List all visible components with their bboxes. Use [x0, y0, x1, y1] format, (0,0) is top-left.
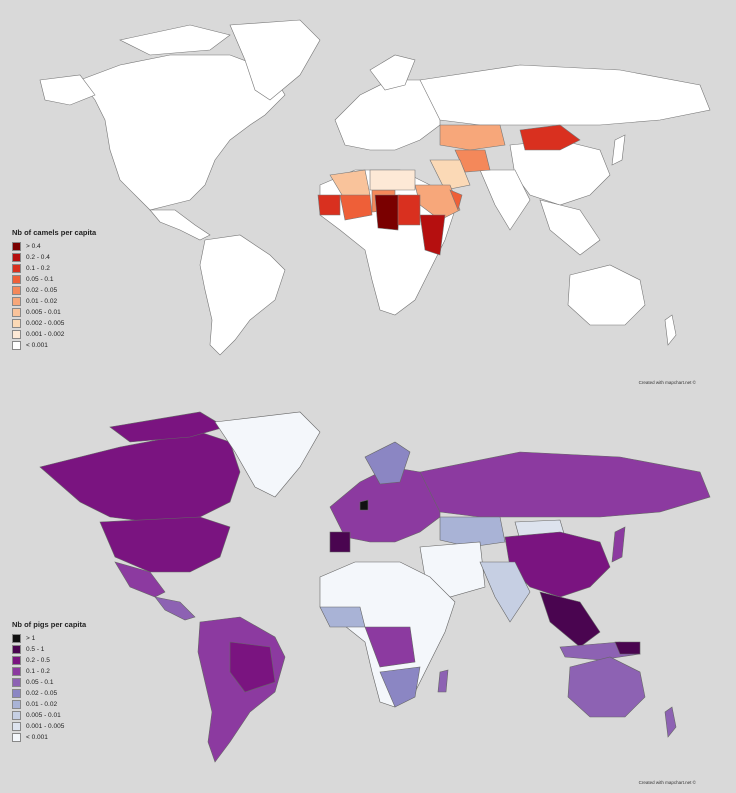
oman-region — [449, 189, 463, 211]
southeast-asia — [539, 591, 601, 648]
alaska — [39, 74, 96, 106]
legend-swatch — [12, 319, 21, 328]
russia — [419, 451, 711, 518]
legend-swatch — [12, 689, 21, 698]
camels-legend-title: Nb of camels per capita — [12, 228, 97, 237]
legend-swatch — [12, 286, 21, 295]
legend-item: 0.005 - 0.01 — [12, 307, 96, 318]
legend-swatch — [12, 700, 21, 709]
legend-swatch — [12, 308, 21, 317]
legend-swatch — [12, 253, 21, 262]
legend-item: 0.5 - 1 — [12, 644, 86, 655]
legend-item: 0.2 - 0.4 — [12, 252, 96, 263]
pigs-legend-title: Nb of pigs per capita — [12, 620, 87, 629]
pigs-world-map — [39, 411, 711, 763]
iran-region — [429, 159, 471, 191]
legend-swatch — [12, 297, 21, 306]
legend-item: < 0.001 — [12, 340, 96, 351]
mali-region — [339, 194, 373, 221]
camels-world-map — [39, 19, 711, 356]
camels-legend: Nb of camels per capita > 0.4 0.2 - 0.4 … — [12, 228, 96, 351]
scandinavia — [369, 54, 416, 91]
canadian-arctic — [109, 411, 226, 443]
legend-swatch — [12, 678, 21, 687]
camels-credit: Created with mapchart.net © — [638, 380, 696, 385]
north-america — [79, 54, 286, 211]
central-asia — [439, 516, 506, 548]
legend-swatch — [12, 341, 21, 350]
mongolia-region — [519, 124, 581, 151]
europe — [334, 79, 441, 151]
legend-item: 0.01 - 0.02 — [12, 296, 96, 307]
libya-egypt-region — [369, 169, 416, 191]
legend-swatch — [12, 634, 21, 643]
kazakhstan-region — [439, 124, 506, 151]
legend-item: 0.001 - 0.005 — [12, 721, 86, 732]
west-africa — [319, 606, 366, 628]
canadian-arctic — [119, 24, 231, 56]
legend-swatch — [12, 656, 21, 665]
camels-map-panel: Nb of camels per capita > 0.4 0.2 - 0.4 … — [0, 0, 736, 390]
mauritania-region — [317, 194, 341, 216]
south-asia — [479, 169, 531, 231]
legend-swatch — [12, 330, 21, 339]
pigs-map-panel: Nb of pigs per capita > 1 0.5 - 1 0.2 - … — [0, 392, 736, 793]
australia — [567, 656, 646, 718]
pigs-legend: Nb of pigs per capita > 1 0.5 - 1 0.2 - … — [12, 620, 86, 743]
australia — [567, 264, 646, 326]
central-america — [149, 209, 211, 241]
legend-item: 0.01 - 0.02 — [12, 699, 86, 710]
new-zealand — [664, 706, 677, 738]
japan — [611, 134, 626, 166]
south-asia — [479, 561, 531, 623]
legend-swatch — [12, 667, 21, 676]
mexico-region — [114, 561, 166, 598]
new-zealand — [664, 314, 677, 346]
greenland — [214, 411, 321, 498]
legend-swatch — [12, 275, 21, 284]
legend-item: 0.1 - 0.2 — [12, 666, 86, 677]
japan — [611, 526, 626, 563]
denmark-region — [359, 499, 369, 511]
legend-item: 0.05 - 0.1 — [12, 274, 96, 285]
sudan-region — [397, 194, 421, 226]
southeast-asia — [539, 199, 601, 256]
pigs-credit: Created with mapchart.net © — [638, 780, 696, 785]
papua-region — [614, 641, 641, 655]
legend-item: < 0.001 — [12, 732, 86, 743]
legend-item: 0.1 - 0.2 — [12, 263, 96, 274]
legend-swatch — [12, 722, 21, 731]
scandinavia — [364, 441, 411, 485]
central-america — [154, 596, 196, 621]
legend-item: 0.2 - 0.5 — [12, 655, 86, 666]
legend-item: 0.02 - 0.05 — [12, 688, 86, 699]
legend-swatch — [12, 711, 21, 720]
spain-region — [329, 531, 351, 553]
central-africa — [364, 626, 416, 668]
legend-item: 0.001 - 0.002 — [12, 329, 96, 340]
southern-africa — [379, 666, 421, 708]
madagascar — [437, 669, 449, 693]
canada-region — [39, 431, 241, 523]
chad-region — [374, 194, 401, 231]
greenland — [229, 19, 321, 101]
south-america — [197, 616, 286, 763]
legend-swatch — [12, 645, 21, 654]
legend-item: 0.002 - 0.005 — [12, 318, 96, 329]
legend-item: > 1 — [12, 633, 86, 644]
legend-item: 0.005 - 0.01 — [12, 710, 86, 721]
usa-region — [99, 516, 231, 573]
legend-item: 0.05 - 0.1 — [12, 677, 86, 688]
legend-swatch — [12, 242, 21, 251]
legend-item: > 0.4 — [12, 241, 96, 252]
legend-swatch — [12, 733, 21, 742]
russia — [419, 64, 711, 126]
legend-swatch — [12, 264, 21, 273]
brazil-region — [229, 641, 276, 693]
legend-item: 0.02 - 0.05 — [12, 285, 96, 296]
horn-africa-region — [419, 214, 446, 256]
south-america — [199, 234, 286, 356]
